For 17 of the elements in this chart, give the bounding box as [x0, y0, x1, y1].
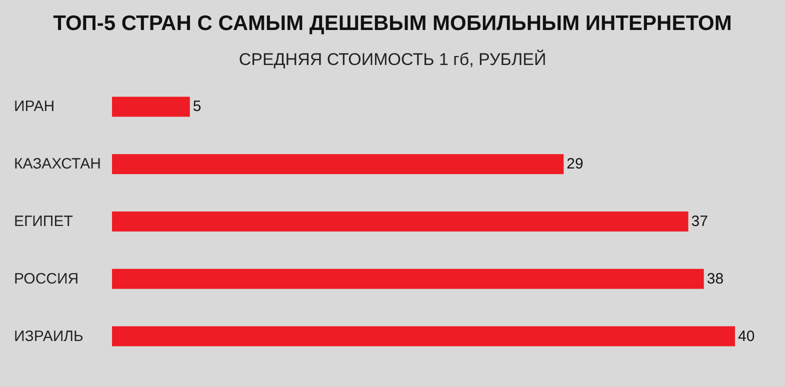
chart-subtitle: СРЕДНЯЯ СТОИМОСТЬ 1 гб, РУБЛЕЙ	[238, 49, 546, 69]
data-label: 38	[706, 270, 724, 288]
y-tick-label: КАЗАХСТАН	[14, 156, 101, 173]
chart-title: ТОП-5 СТРАН С САМЫМ ДЕШЕВЫМ МОБИЛЬНЫМ ИНТЕРНЕТОМ	[53, 12, 732, 35]
bar	[112, 154, 564, 174]
y-tick-label: ИЗРАИЛЬ	[14, 328, 84, 345]
data-label: 29	[566, 156, 584, 173]
y-tick-label: РОССИЯ	[14, 270, 79, 288]
y-tick-label: ИРАН	[14, 98, 55, 116]
data-label: 37	[691, 213, 708, 230]
data-label: 40	[738, 328, 755, 345]
bar	[112, 212, 688, 232]
bar	[112, 268, 704, 289]
data-label: 5	[192, 98, 202, 116]
bar	[112, 326, 735, 346]
y-tick-label: ЕГИПЕТ	[14, 213, 73, 230]
bar	[112, 96, 190, 117]
